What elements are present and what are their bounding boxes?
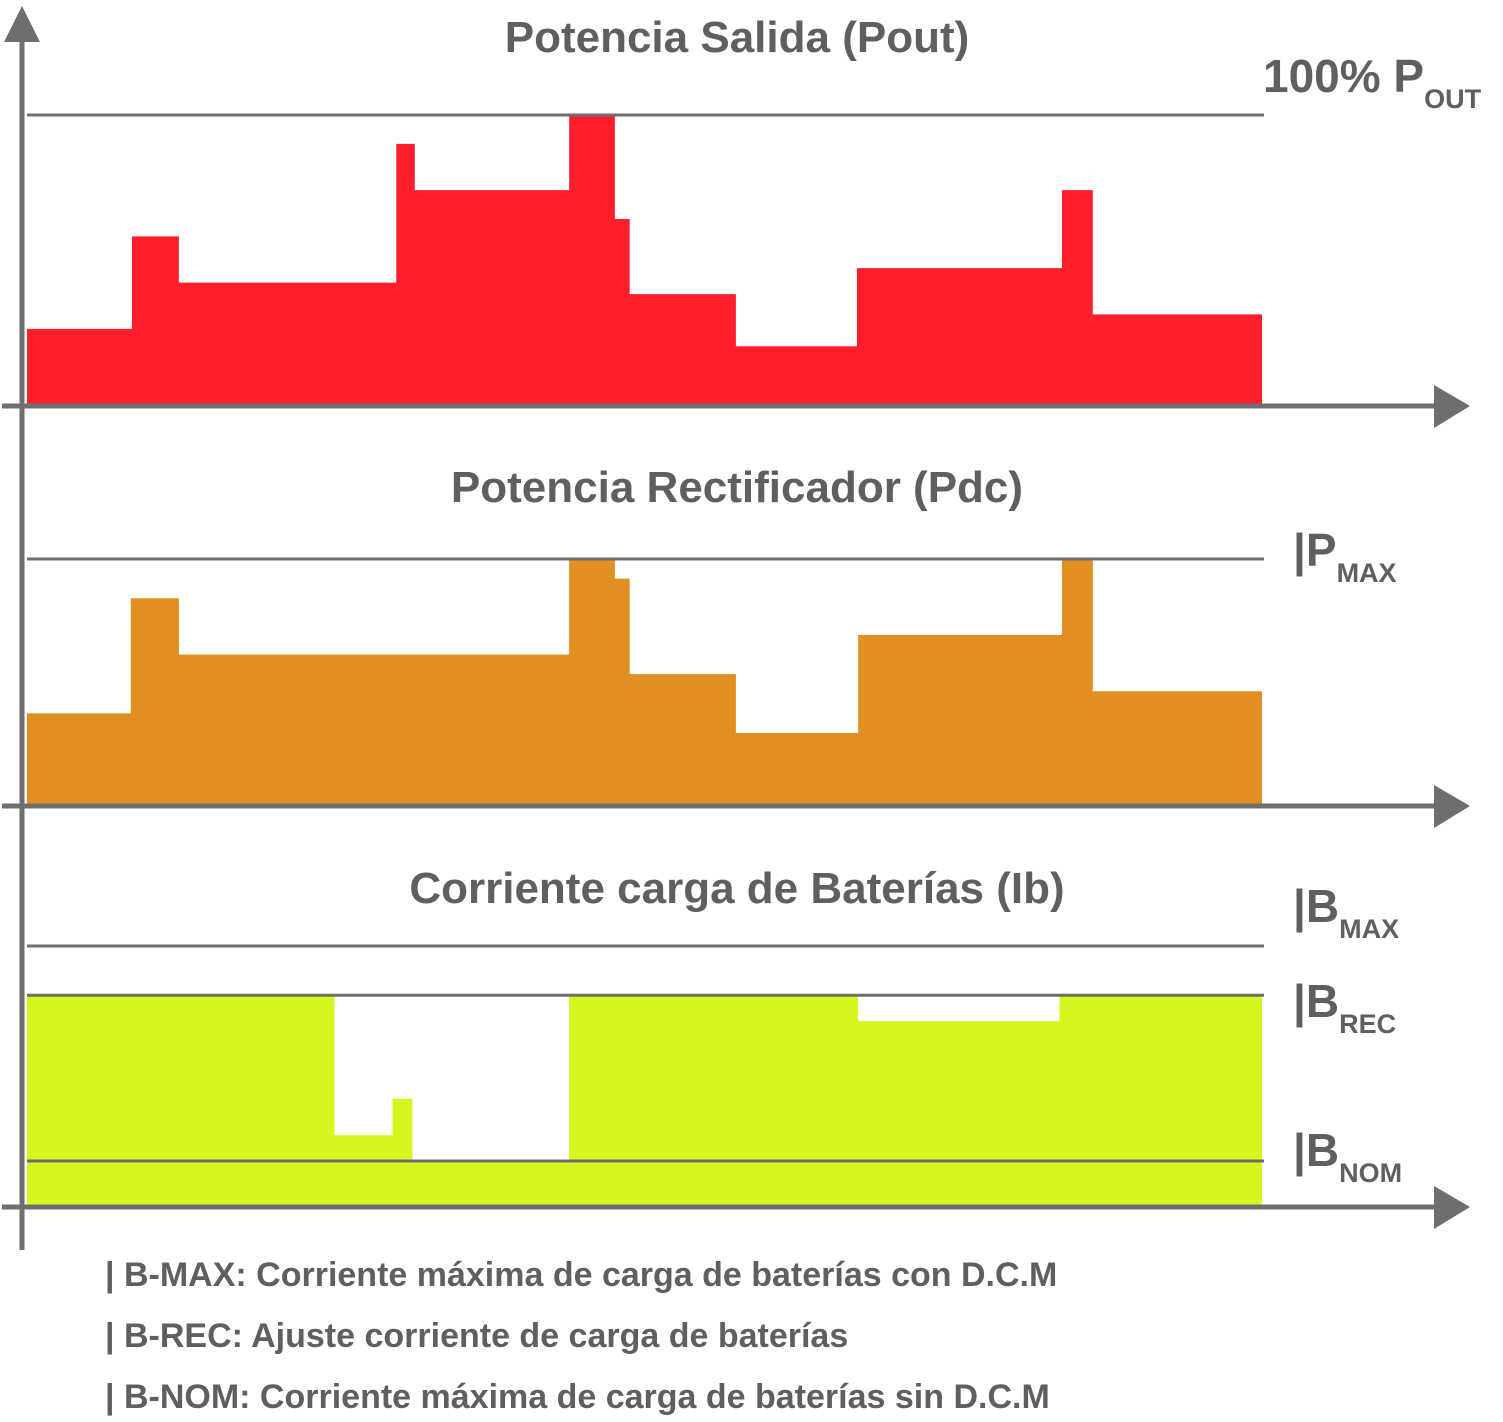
note-b-rec: | B-REC: Ajuste corriente de carga de ba…	[105, 1317, 848, 1355]
x-axis-arrow-pdc	[1434, 785, 1470, 828]
chart-title-pdc: Potencia Rectificador (Pdc)	[451, 463, 1023, 512]
note-b-nom: | B-NOM: Corriente máxima de carga de ba…	[105, 1378, 1050, 1416]
chart-title-ib: Corriente carga de Baterías (Ib)	[409, 864, 1064, 913]
chart-title-pout: Potencia Salida (Pout)	[505, 13, 970, 62]
ib-area	[27, 995, 1262, 1205]
ref-label-bmax: |BMAX	[1293, 880, 1399, 944]
panel-pout: Potencia Salida (Pout) 100% POUT	[27, 13, 1482, 404]
x-axis-arrow-ib	[1434, 1186, 1470, 1229]
ref-label-pout-100: 100% POUT	[1263, 50, 1482, 114]
pout-area	[27, 115, 1262, 404]
note-b-max: | B-MAX: Corriente máxima de carga de ba…	[105, 1256, 1057, 1294]
ref-label-bnom: |BNOM	[1293, 1124, 1402, 1188]
axes	[2, 6, 1470, 1250]
ref-label-pmax: |PMAX	[1293, 524, 1397, 588]
x-axis-arrow-pout	[1434, 385, 1470, 428]
legend-notes: | B-MAX: Corriente máxima de carga de ba…	[105, 1256, 1057, 1416]
ref-label-brec: |BREC	[1293, 975, 1396, 1039]
y-axis-arrow	[4, 6, 40, 42]
panel-ib: Corriente carga de Baterías (Ib) |BMAX |…	[27, 864, 1402, 1205]
pdc-area	[27, 559, 1262, 804]
panel-pdc: Potencia Rectificador (Pdc) |PMAX	[27, 463, 1397, 804]
